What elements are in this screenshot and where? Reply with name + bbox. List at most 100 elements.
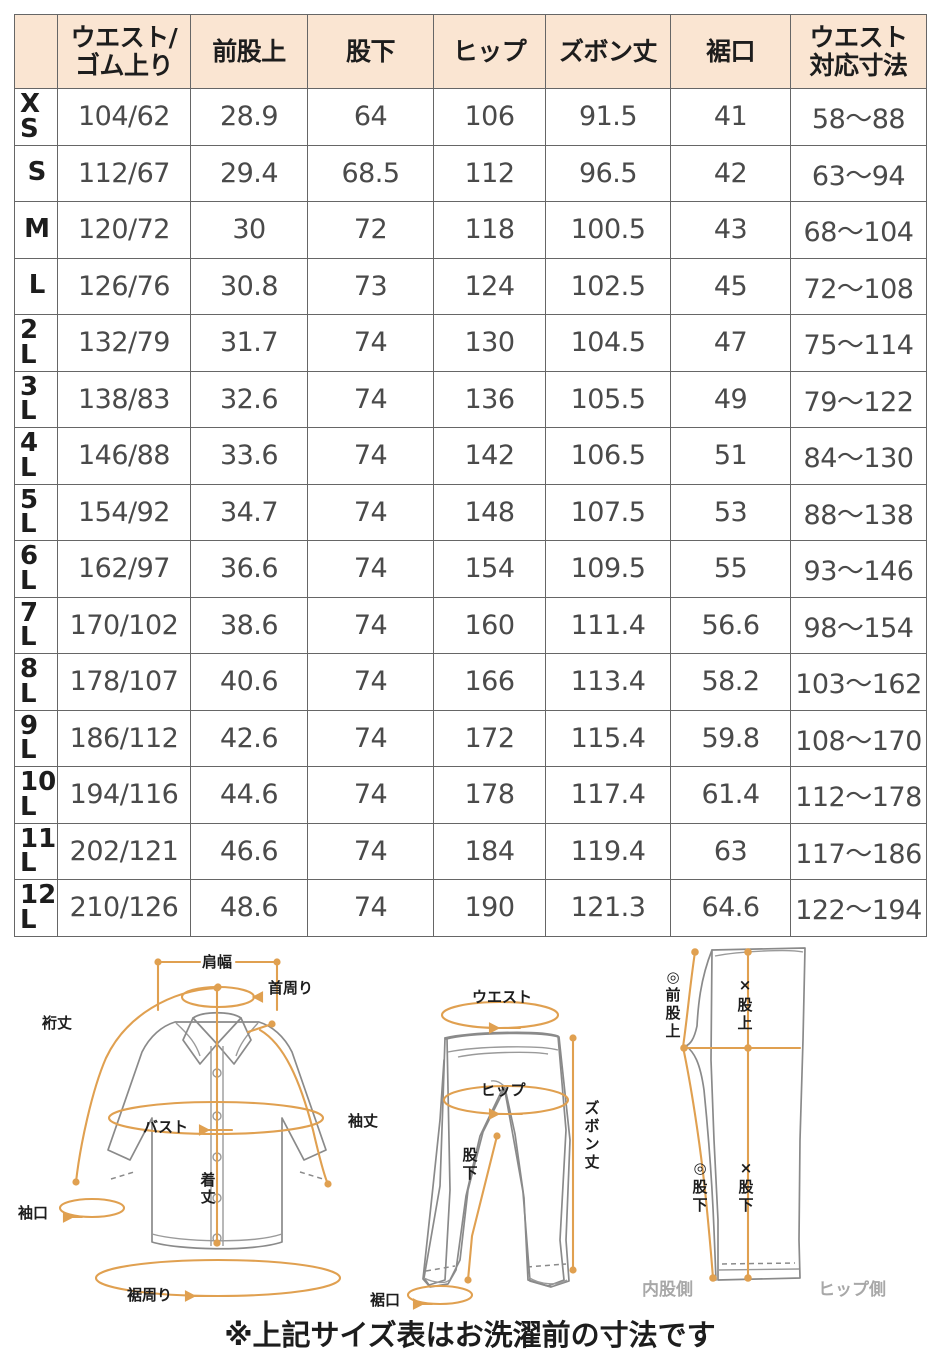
size-label-part: L bbox=[28, 270, 46, 301]
table-cell-mae_matagami: 42.6 bbox=[190, 709, 308, 767]
table-cell-waist_gom: 120/72 bbox=[57, 201, 191, 259]
size-label-part: 10 bbox=[20, 767, 57, 798]
label-inseam-marked-ch1: 股 bbox=[692, 1178, 708, 1196]
table-row: 3 L 138/83 32.6 74 136 105.5 49 79〜122 bbox=[14, 370, 927, 428]
header-line: 股下 bbox=[345, 36, 396, 66]
table-cell-zubon_take: 117.4 bbox=[545, 766, 671, 824]
table-row: 10 L 194/116 44.6 74 178 117.4 61.4 112〜178 bbox=[14, 766, 927, 824]
header-line: 対応寸法 bbox=[809, 50, 908, 80]
table-cell-matashita: 74 bbox=[307, 427, 434, 485]
label-rise-x-marker: × bbox=[739, 976, 752, 994]
label-waist: ウエスト bbox=[472, 988, 532, 1006]
table-cell-hip: 136 bbox=[433, 370, 546, 428]
table-cell-mae_matagami: 46.6 bbox=[190, 822, 308, 880]
table-cell-hip: 184 bbox=[433, 822, 546, 880]
column-header-hip: ヒップ bbox=[433, 14, 546, 89]
table-cell-waist_taiou: 117〜186 bbox=[790, 822, 927, 880]
label-hip: ヒップ bbox=[480, 1081, 526, 1099]
table-cell-waist_gom: 104/62 bbox=[57, 88, 191, 146]
footer-note: ※上記サイズ表はお洗濯前の寸法です bbox=[224, 1318, 716, 1352]
table-cell-waist_gom: 170/102 bbox=[57, 596, 191, 654]
header-line: ズボン丈 bbox=[558, 36, 658, 66]
size-label-part: L bbox=[20, 678, 37, 709]
table-cell-susoguchi: 42 bbox=[670, 144, 791, 202]
table-row: S 112/67 29.4 68.5 112 96.5 42 63〜94 bbox=[14, 144, 927, 202]
table-cell-waist_taiou: 98〜154 bbox=[790, 596, 927, 654]
table-row: 8 L 178/107 40.6 74 166 113.4 58.2 103〜162 bbox=[14, 653, 927, 711]
table-cell-matashita: 74 bbox=[307, 314, 434, 372]
header-line: ウエスト/ bbox=[70, 22, 178, 52]
label-hem-opening: 裾口 bbox=[370, 1291, 400, 1309]
size-label-part: S bbox=[27, 157, 47, 188]
table-cell-zubon_take: 91.5 bbox=[545, 88, 671, 146]
measurement-diagrams: .gl { fill:none; stroke:#8A8A8A; stroke-… bbox=[0, 940, 940, 1320]
label-inseam-marked-marker: ◎ bbox=[693, 1159, 706, 1177]
crotch-detail-diagram: ◎ 前 股 上 × 股 上 ◎ 股 下 × 股 下 内股側 ヒップ側 bbox=[642, 947, 886, 1300]
table-cell-susoguchi: 59.8 bbox=[670, 709, 791, 767]
table-cell-waist_gom: 202/121 bbox=[57, 822, 191, 880]
table-row: 5 L 154/92 34.7 74 148 107.5 53 88〜138 bbox=[14, 483, 927, 541]
table-cell-waist_taiou: 84〜130 bbox=[790, 427, 927, 485]
table-row: 6 L 162/97 36.6 74 154 109.5 55 93〜146 bbox=[14, 540, 927, 598]
size-label-part: 8 bbox=[20, 654, 39, 685]
size-label-stack: 10 L bbox=[17, 767, 57, 820]
size-table: ウエスト/ ゴム上り 前股上 股下 ヒップ ズボン丈 裾口 bbox=[14, 14, 927, 937]
size-table-container: ウエスト/ ゴム上り 前股上 股下 ヒップ ズボン丈 裾口 bbox=[14, 14, 927, 937]
table-cell-susoguchi: 51 bbox=[670, 427, 791, 485]
table-cell-hip: 178 bbox=[433, 766, 546, 824]
pants-diagram: ウエスト ヒップ ズ ボ ン 丈 股 下 裾口 bbox=[370, 988, 600, 1310]
size-label-part: L bbox=[20, 904, 37, 935]
table-cell-zubon_take: 111.4 bbox=[545, 596, 671, 654]
table-cell-hip: 106 bbox=[433, 88, 546, 146]
label-bust: バスト bbox=[143, 1118, 188, 1136]
table-cell-waist_taiou: 88〜138 bbox=[790, 483, 927, 541]
table-row: X S 104/62 28.9 64 106 91.5 41 58〜88 bbox=[14, 88, 927, 146]
table-cell-matashita: 73 bbox=[307, 257, 434, 315]
size-label-cell: M bbox=[14, 201, 58, 259]
table-row: 9 L 186/112 42.6 74 172 115.4 59.8 108〜170 bbox=[14, 709, 927, 767]
label-sleeve-length: 袖丈 bbox=[348, 1112, 378, 1130]
table-cell-waist_taiou: 68〜104 bbox=[790, 201, 927, 259]
table-cell-matashita: 74 bbox=[307, 709, 434, 767]
size-label-part: S bbox=[20, 113, 39, 144]
table-row: 12 L 210/126 48.6 74 190 121.3 64.6 122〜194 bbox=[14, 879, 927, 937]
table-cell-mae_matagami: 44.6 bbox=[190, 766, 308, 824]
size-table-head: ウエスト/ ゴム上り 前股上 股下 ヒップ ズボン丈 裾口 bbox=[14, 14, 927, 89]
header-line: ヒップ bbox=[452, 36, 527, 66]
table-cell-zubon_take: 121.3 bbox=[545, 879, 671, 937]
table-cell-hip: 154 bbox=[433, 540, 546, 598]
label-hip-side: ヒップ側 bbox=[818, 1279, 886, 1300]
table-cell-hip: 160 bbox=[433, 596, 546, 654]
table-cell-zubon_take: 105.5 bbox=[545, 370, 671, 428]
table-cell-zubon_take: 115.4 bbox=[545, 709, 671, 767]
table-cell-mae_matagami: 29.4 bbox=[190, 144, 308, 202]
table-cell-hip: 148 bbox=[433, 483, 546, 541]
label-body-length-ch2: 丈 bbox=[200, 1188, 215, 1206]
column-header-waist-gom: ウエスト/ ゴム上り bbox=[57, 14, 191, 89]
table-cell-zubon_take: 113.4 bbox=[545, 653, 671, 711]
header-row: ウエスト/ ゴム上り 前股上 股下 ヒップ ズボン丈 裾口 bbox=[14, 14, 927, 89]
table-cell-zubon_take: 107.5 bbox=[545, 483, 671, 541]
table-cell-waist_gom: 154/92 bbox=[57, 483, 191, 541]
table-cell-mae_matagami: 31.7 bbox=[190, 314, 308, 372]
size-label-cell: 10 L bbox=[14, 766, 58, 824]
label-inseam-x-ch1: 股 bbox=[738, 1178, 754, 1196]
table-cell-mae_matagami: 38.6 bbox=[190, 596, 308, 654]
size-label-part: 12 bbox=[20, 880, 57, 911]
table-cell-waist_gom: 132/79 bbox=[57, 314, 191, 372]
label-inseam-ch1: 股 bbox=[462, 1146, 478, 1164]
label-pants-length-ch1: ズ bbox=[584, 1099, 599, 1117]
size-label-part: 2 bbox=[20, 315, 39, 346]
label-shoulder-width: 肩幅 bbox=[202, 953, 232, 971]
table-cell-waist_taiou: 58〜88 bbox=[790, 88, 927, 146]
table-cell-waist_taiou: 122〜194 bbox=[790, 879, 927, 937]
